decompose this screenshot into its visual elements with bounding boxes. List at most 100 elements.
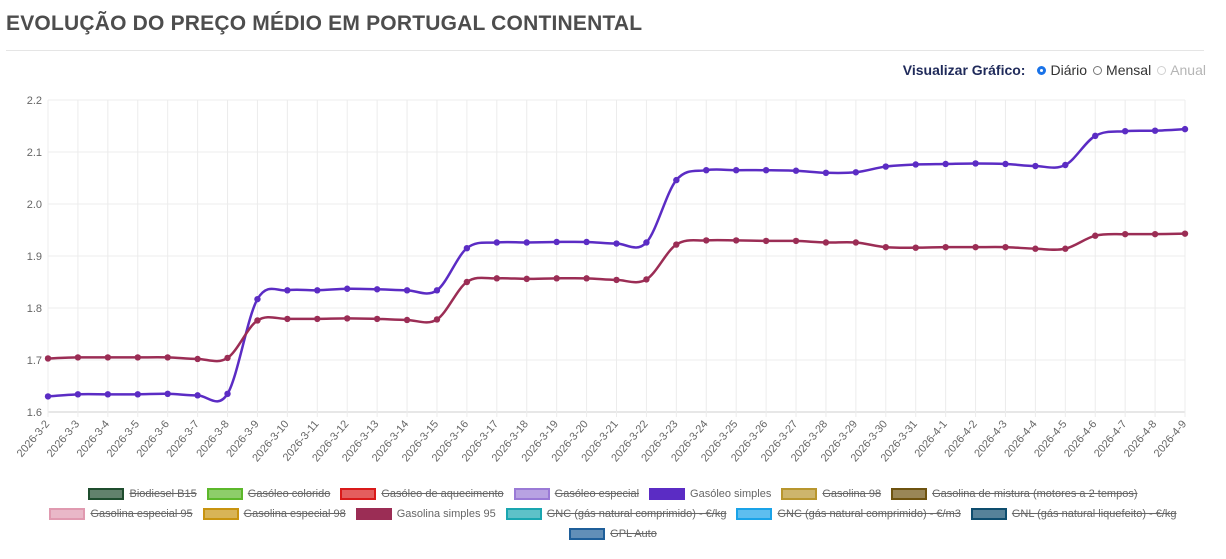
legend-item[interactable]: Gasóleo de aquecimento: [340, 488, 504, 500]
data-point: [523, 275, 530, 283]
data-point: [1032, 245, 1039, 252]
data-point: [373, 286, 381, 293]
data-point: [703, 237, 710, 244]
radio-monthly[interactable]: Mensal: [1093, 62, 1151, 78]
data-point: [344, 315, 351, 322]
legend-label: Gasóleo de aquecimento: [381, 488, 504, 500]
legend-swatch: [513, 488, 550, 500]
data-point: [1092, 232, 1099, 239]
data-point: [613, 240, 620, 247]
data-point: [284, 287, 291, 294]
legend-label: GPL Auto: [610, 528, 657, 540]
data-point: [224, 354, 231, 362]
legend-item[interactable]: Gasolina 98: [781, 488, 881, 500]
data-point: [1092, 132, 1099, 140]
data-point: [1032, 162, 1039, 170]
legend-row: GPL Auto: [0, 524, 1226, 544]
y-tick-label: 2.0: [27, 199, 42, 211]
data-point: [1151, 230, 1159, 238]
data-point: [194, 392, 201, 399]
data-point: [643, 239, 650, 246]
data-point: [613, 276, 620, 284]
data-point: [314, 315, 321, 323]
legend-swatch: [505, 508, 542, 520]
radio-daily[interactable]: Diário: [1037, 62, 1087, 78]
legend-swatch: [206, 488, 243, 500]
data-point: [373, 315, 381, 323]
data-point: [882, 163, 889, 170]
data-point: [792, 167, 800, 174]
legend-label: Gasolina especial 98: [243, 508, 346, 520]
legend-item[interactable]: Gasolina especial 98: [202, 508, 346, 520]
data-point: [912, 244, 919, 251]
legend-swatch: [781, 488, 818, 500]
page-title: EVOLUÇÃO DO PREÇO MÉDIO EM PORTUGAL CONT…: [6, 12, 643, 35]
data-point: [972, 160, 979, 167]
data-point: [852, 239, 860, 246]
legend-item[interactable]: GPL Auto: [569, 528, 657, 540]
data-point: [852, 169, 860, 176]
legend-label: GNL (gás natural liquefeito) - €/kg: [1011, 508, 1177, 520]
data-point: [762, 167, 770, 174]
data-point: [493, 239, 501, 246]
radio-daily-indicator[interactable]: [1037, 65, 1047, 75]
data-point: [673, 176, 680, 184]
data-point: [972, 243, 979, 251]
data-point: [1062, 245, 1069, 252]
data-point: [463, 278, 471, 286]
data-point: [643, 276, 650, 283]
legend-item[interactable]: GNL (gás natural liquefeito) - €/kg: [970, 508, 1177, 520]
radio-monthly-indicator[interactable]: [1093, 65, 1103, 75]
data-point: [44, 355, 52, 362]
radio-monthly-label: Mensal: [1106, 62, 1152, 78]
data-point: [1181, 125, 1189, 133]
data-point: [553, 238, 560, 246]
data-point: [912, 161, 919, 168]
data-point: [463, 245, 471, 252]
legend-row: Biodiesel B15 Gasóleo colorido Gasóleo de …: [0, 484, 1226, 504]
legend-swatch: [49, 508, 86, 520]
legend-item[interactable]: GNC (gás natural comprimido) - €/kg: [505, 508, 727, 520]
legend-label: Gasóleo especial: [554, 488, 640, 500]
legend-item[interactable]: Gasolina simples 95: [355, 508, 496, 520]
data-point: [673, 241, 680, 248]
legend-label: GNC (gás natural comprimido) - €/m3: [777, 508, 961, 520]
legend-label: Gasolina especial 95: [90, 508, 193, 520]
data-point: [493, 275, 501, 282]
legend-item[interactable]: Biodiesel B15: [88, 488, 197, 500]
radio-yearly-label: Anual: [1170, 62, 1206, 78]
legend-item[interactable]: Gasóleo simples: [649, 488, 771, 500]
data-point: [433, 316, 441, 323]
data-point: [1121, 128, 1129, 135]
legend-item[interactable]: Gasolina especial 95: [49, 508, 193, 520]
data-point: [134, 354, 141, 361]
data-point: [164, 390, 171, 397]
y-tick-label: 1.9: [27, 251, 42, 263]
data-point: [134, 391, 141, 398]
data-point: [1151, 127, 1159, 134]
legend-label: Gasolina 98: [822, 488, 882, 500]
legend-item[interactable]: Gasóleo especial: [513, 488, 640, 500]
data-point: [1121, 230, 1129, 238]
legend-swatch: [891, 488, 928, 500]
price-line-chart: 1.61.71.81.92.02.12.22026-3-22026-3-3202…: [15, 95, 1190, 464]
legend-label: Gasóleo colorido: [247, 488, 331, 500]
legend-label: Gasóleo simples: [690, 488, 772, 500]
data-point: [254, 295, 261, 303]
chart-view-selector: Visualizar Gráfico: Diário Mensal Anual: [903, 62, 1206, 78]
legend-swatch: [649, 488, 686, 500]
data-point: [762, 237, 770, 245]
data-point: [882, 243, 889, 251]
data-point: [224, 390, 231, 397]
legend-item[interactable]: GNC (gás natural comprimido) - €/m3: [736, 508, 961, 520]
legend-swatch: [736, 508, 773, 520]
data-point: [164, 354, 171, 361]
legend-item[interactable]: Gasóleo colorido: [206, 488, 331, 500]
data-point: [942, 160, 949, 168]
data-point: [1062, 161, 1069, 169]
legend-swatch: [88, 488, 125, 500]
legend-item[interactable]: Gasolina de mistura (motores a 2 tempos): [891, 488, 1138, 500]
data-point: [523, 239, 530, 246]
legend-label: GNC (gás natural comprimido) - €/kg: [546, 508, 727, 520]
chart-legend: Biodiesel B15 Gasóleo colorido Gasóleo de …: [0, 484, 1226, 544]
